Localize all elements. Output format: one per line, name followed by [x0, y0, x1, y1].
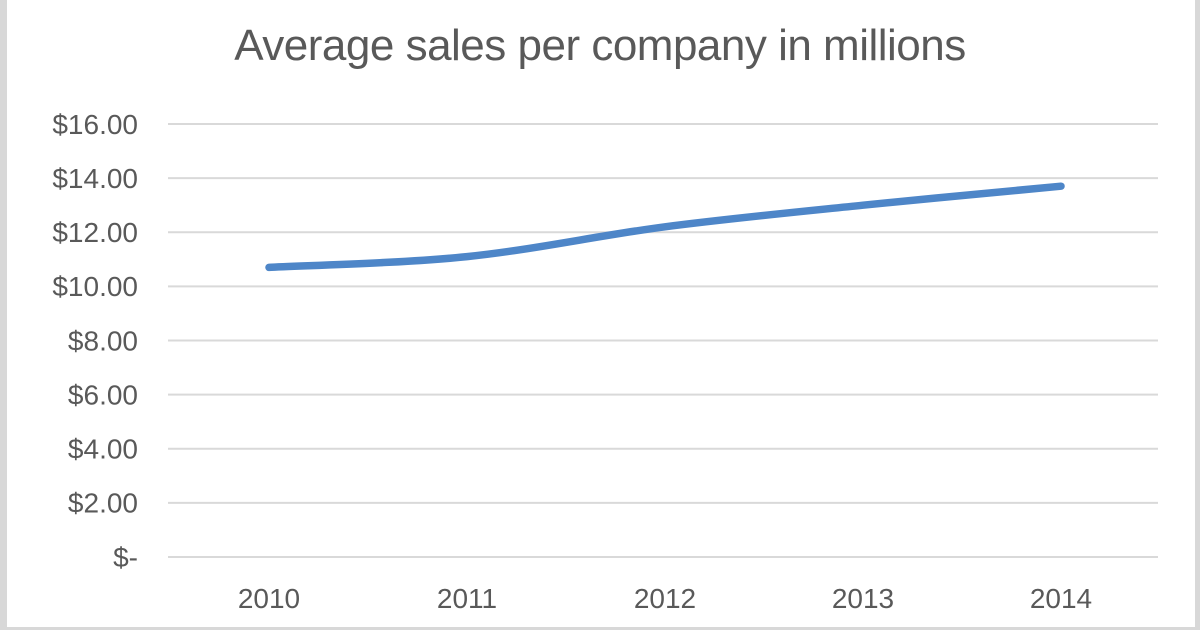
svg-text:$-: $- — [113, 542, 138, 573]
frame-edge-left — [0, 0, 7, 630]
frame-edge-right — [1195, 0, 1200, 630]
svg-text:2011: 2011 — [437, 583, 497, 614]
y-axis-tick-labels: $16.00 $14.00 $12.00 $10.00 $8.00 $6.00 $4.00 $… — [52, 109, 138, 573]
data-series-line — [265, 182, 1065, 272]
svg-text:$6.00: $6.00 — [68, 379, 138, 410]
svg-text:$14.00: $14.00 — [52, 163, 138, 194]
svg-text:$8.00: $8.00 — [68, 325, 138, 356]
svg-text:$4.00: $4.00 — [68, 434, 138, 465]
gridlines — [168, 123, 1158, 558]
svg-text:2010: 2010 — [238, 583, 300, 614]
x-axis-tick-labels: 2010 2011 2012 2013 2014 — [238, 583, 1092, 614]
frame-edge-bottom — [0, 627, 1200, 630]
svg-text:2012: 2012 — [634, 583, 696, 614]
svg-text:2014: 2014 — [1030, 583, 1092, 614]
svg-text:2013: 2013 — [832, 583, 894, 614]
svg-text:$2.00: $2.00 — [68, 488, 138, 519]
chart-title: Average sales per company in millions — [234, 21, 966, 70]
svg-text:$16.00: $16.00 — [52, 109, 138, 140]
svg-text:$12.00: $12.00 — [52, 217, 138, 248]
svg-text:$10.00: $10.00 — [52, 271, 138, 302]
